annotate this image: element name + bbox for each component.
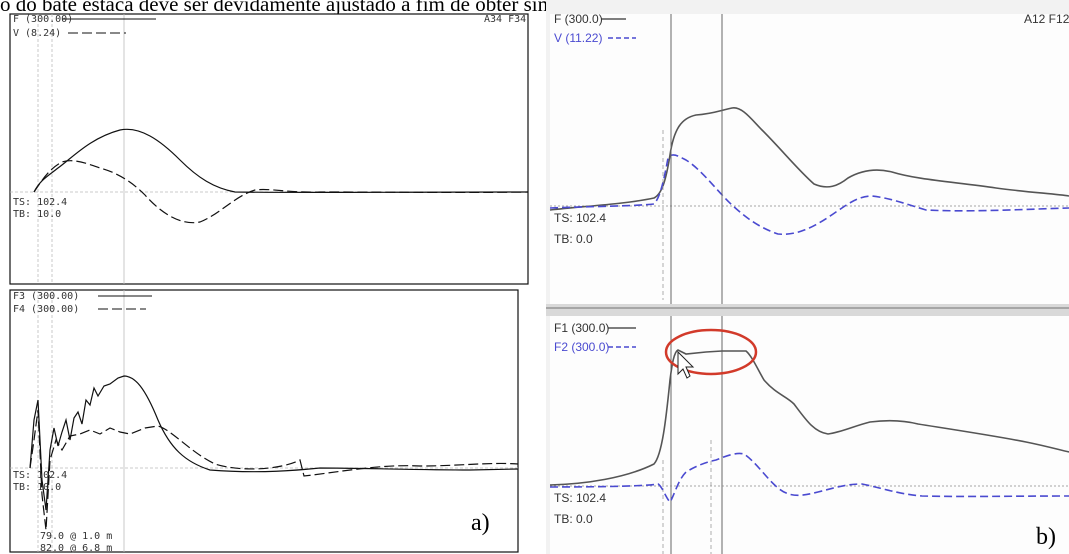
figure-a-top-panel: F (300.00) V (8.24) A34 F34 TS: 102.4 TB… — [9, 13, 529, 285]
legend-label-f2: F2 (300.0) — [554, 340, 609, 354]
ts-readout: TS: 102.4 — [554, 491, 606, 505]
tb-readout: TB: 0.0 — [554, 232, 593, 246]
readout-line-1: 79.0 @ 1.0 m — [40, 531, 112, 542]
legend-label-v: V (8.24) — [13, 28, 61, 39]
force-f3-trace — [29, 375, 519, 511]
figure-a: F (300.00) V (8.24) A34 F34 TS: 102.4 TB… — [9, 13, 529, 554]
legend-label-f3: F3 (300.00) — [13, 291, 79, 302]
legend-label-f: F (300.00) — [13, 14, 73, 25]
ts-readout: TS: 102.4 — [13, 197, 67, 208]
legend-label-f4: F4 (300.00) — [13, 304, 79, 315]
panel-separator — [546, 304, 1069, 316]
velocity-trace — [33, 160, 529, 224]
tb-readout: TB: 0.0 — [554, 512, 593, 526]
force-f4-trace — [29, 409, 519, 531]
legend-label-f1: F1 (300.0) — [554, 321, 609, 335]
velocity-trace — [549, 154, 1069, 236]
channel-label: A12 F12 — [1024, 12, 1069, 26]
subfigure-label-a: a) — [471, 510, 490, 536]
tb-readout: TB: 10.0 — [13, 482, 61, 493]
highlight-ellipse — [664, 328, 758, 376]
figure-a-bottom-panel: F3 (300.00) F4 (300.00) TS: 102.4 TB: 10… — [9, 289, 519, 554]
readout-line-2: 82.0 @ 6.8 m — [40, 543, 112, 554]
panel-background — [550, 14, 1069, 304]
tb-readout: TB: 10.0 — [13, 209, 61, 220]
panel-frame — [9, 13, 529, 285]
ts-readout: TS: 102.4 — [554, 211, 606, 225]
channel-label: A34 F34 — [484, 14, 526, 25]
mouse-cursor-icon — [677, 350, 695, 379]
figure-b-bottom-panel: F1 (300.0) F2 (300.0) TS: 102.4 TB: 0.0 — [549, 316, 1069, 554]
legend-label-f: F (300.0) — [554, 12, 603, 26]
figure-b: F (300.0) V (11.22) A12 F12 TS: 102.4 TB… — [546, 0, 1069, 554]
legend-label-v: V (11.22) — [554, 31, 602, 45]
panel-frame — [9, 289, 519, 553]
force-trace — [549, 107, 1069, 211]
force-f1-trace — [549, 349, 1069, 486]
ts-readout: TS: 102.4 — [13, 470, 67, 481]
subfigure-label-b: b) — [1036, 524, 1056, 550]
